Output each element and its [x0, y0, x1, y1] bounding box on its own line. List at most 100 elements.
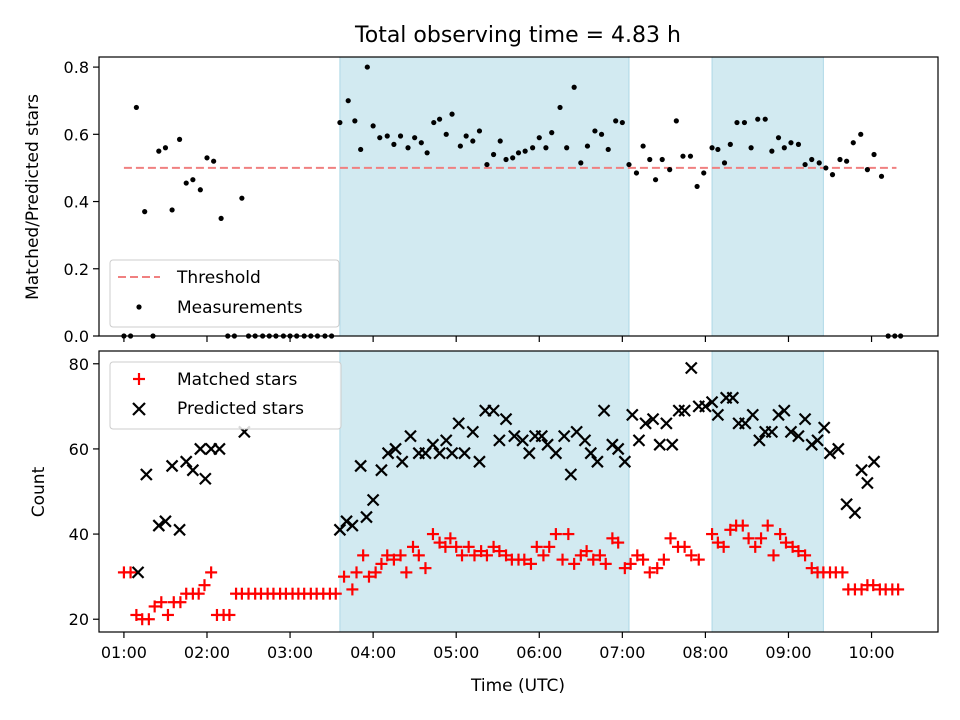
measurement-point [762, 116, 768, 122]
predicted-star-point [591, 455, 604, 468]
predicted-star-point [832, 442, 845, 456]
measurement-point [352, 118, 358, 124]
measurement-point [795, 141, 802, 147]
matched-star-point [543, 540, 556, 553]
measurement-point [564, 145, 570, 151]
predicted-star-point [340, 515, 353, 528]
legend-measurements-swatch [136, 304, 142, 310]
measurement-point [680, 153, 686, 159]
predicted-star-point [213, 442, 226, 456]
measurement-point [598, 131, 605, 137]
predicted-star-point [817, 421, 831, 434]
y-tick-label: 0.0 [64, 327, 89, 346]
predicted-star-point [660, 417, 673, 430]
measurement-point [701, 170, 707, 176]
bottom-legend-box [109, 361, 342, 430]
measurement-point [183, 180, 189, 186]
measurement-point [864, 167, 870, 173]
top-x-ticks [123, 336, 873, 342]
measurement-point [640, 143, 646, 149]
shaded-interval [339, 56, 630, 337]
measurement-point [549, 130, 555, 136]
predicted-star-point [499, 412, 513, 426]
predicted-star-point [611, 442, 625, 456]
predicted-star-point [131, 566, 145, 579]
matched-star-point [836, 566, 849, 579]
predicted-star-point [458, 446, 471, 460]
top-y-axis-label: Matched/Predicted stars [23, 94, 43, 300]
predicted-star-point [855, 463, 868, 477]
predicted-star-point [678, 404, 691, 417]
bottom-y-axis-label: Count [29, 466, 49, 517]
measurement-point [197, 187, 203, 193]
matched-star-point [774, 528, 787, 541]
legend-measurements-label: Measurements [177, 298, 303, 318]
predicted-star-point [466, 425, 480, 439]
x-tick-label: 04:00 [350, 643, 396, 662]
matched-star-point [444, 532, 457, 545]
matched-star-point [599, 557, 612, 570]
y-tick-label: 40 [69, 525, 89, 544]
predicted-star-point [823, 446, 837, 460]
matched-star-point [587, 553, 600, 566]
matched-star-point [142, 613, 155, 626]
measurement-point [239, 195, 245, 201]
top-shaded-intervals [339, 56, 824, 337]
predicted-star-point [333, 523, 347, 537]
predicted-star-point [805, 438, 819, 451]
predicted-star-point [867, 455, 881, 468]
matched-star-point [338, 570, 351, 583]
measurement-point [522, 148, 528, 154]
matched-star-point [407, 540, 420, 553]
matched-star-point [556, 553, 569, 566]
measurement-point [715, 146, 721, 153]
predicted-star-point [375, 463, 388, 477]
predicted-star-point [646, 412, 660, 426]
predicted-star-point [508, 429, 521, 443]
matched-star-point [580, 545, 593, 558]
matched-star-point [685, 549, 698, 562]
measurement-point [659, 156, 665, 163]
matched-star-point [755, 532, 768, 545]
measurement-point [613, 118, 619, 124]
measurement-point [837, 156, 843, 163]
measurement-point [484, 161, 490, 168]
predicted-star-point [665, 438, 679, 451]
predicted-star-point [473, 455, 486, 468]
matched-star-point [462, 540, 475, 553]
measurement-point [667, 167, 673, 173]
measurement-point [816, 160, 822, 166]
predicted-star-point [705, 395, 719, 409]
matched-star-point [767, 549, 780, 562]
bottom-y-ticks: 20 40 60 80 [69, 355, 99, 629]
shaded-interval [711, 350, 824, 633]
matched-star-point [706, 528, 719, 541]
predicted-star-point [173, 523, 186, 537]
predicted-star-point [487, 404, 500, 417]
predicted-star-point [452, 417, 465, 430]
measurement-point [734, 119, 740, 126]
bottom-legend: Matched stars Predicted stars [109, 361, 342, 430]
measurement-point [709, 145, 715, 151]
matched-star-point [357, 549, 370, 562]
measurement-point [424, 150, 430, 156]
matched-star-point [637, 553, 650, 566]
measurement-point [769, 148, 775, 154]
measurement-point [169, 207, 175, 213]
predicted-star-point [381, 446, 395, 460]
measurement-point [626, 161, 632, 168]
predicted-star-point [535, 429, 549, 443]
bottom-shaded-intervals [339, 350, 824, 633]
legend-matched-swatch [133, 373, 145, 385]
measurement-point [530, 145, 536, 151]
predicted-star-point [445, 446, 459, 460]
measurement-point [755, 116, 761, 122]
matched-star-point [742, 532, 755, 545]
top-panel: 0.00.20.40.60.8 Matched/Predicted stars … [23, 56, 939, 346]
matched-star-point [346, 583, 359, 596]
matched-star-point [205, 566, 218, 579]
matched-star-point [761, 519, 774, 532]
x-tick-label: 06:00 [516, 643, 562, 662]
measurement-point [211, 158, 217, 164]
x-tick-label: 10:00 [848, 643, 894, 662]
